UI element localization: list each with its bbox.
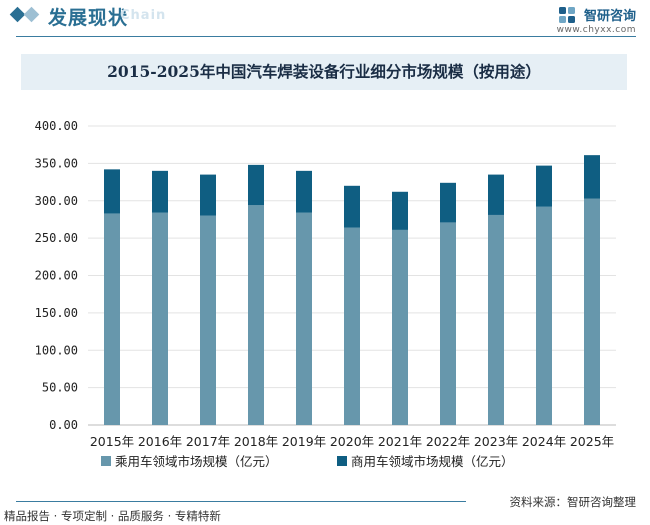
legend-swatch xyxy=(101,456,111,466)
bar-commercial xyxy=(104,169,120,214)
y-tick-label: 200.00 xyxy=(35,269,78,283)
bar-passenger xyxy=(440,222,456,425)
header-divider xyxy=(16,36,636,37)
section-title: 发展现状 xyxy=(48,7,129,29)
x-tick-label: 2023年 xyxy=(474,434,518,449)
bar-commercial xyxy=(440,182,456,223)
brand-logo-icon xyxy=(558,6,575,23)
x-tick-label: 2019年 xyxy=(282,434,326,449)
bar-passenger xyxy=(200,215,216,425)
bar-commercial xyxy=(248,164,264,206)
bar-passenger xyxy=(296,212,312,425)
x-tick-label: 2021年 xyxy=(378,434,422,449)
y-tick-label: 400.00 xyxy=(35,119,78,133)
bar-passenger xyxy=(152,212,168,425)
bar-commercial xyxy=(200,174,216,216)
bar-commercial xyxy=(392,191,408,230)
y-tick-label: 0.00 xyxy=(49,418,78,432)
source-note: 资料来源：智研咨询整理 xyxy=(509,495,637,509)
bar-commercial xyxy=(536,165,552,207)
bar-commercial xyxy=(584,155,600,199)
bar-passenger xyxy=(344,227,360,425)
x-tick-label: 2024年 xyxy=(522,434,566,449)
legend-label: 乘用车领域市场规模（亿元） xyxy=(115,454,278,469)
legend-label: 商用车领域市场规模（亿元） xyxy=(351,454,514,469)
y-tick-label: 50.00 xyxy=(42,381,78,395)
bar-passenger xyxy=(488,214,504,425)
title-band xyxy=(21,54,627,90)
brand: 智研咨询 www.chyxx.com xyxy=(557,4,636,35)
y-tick-label: 150.00 xyxy=(35,306,78,320)
x-tick-label: 2022年 xyxy=(426,434,470,449)
x-tick-label: 2018年 xyxy=(234,434,278,449)
header-watermark: Chain xyxy=(120,8,167,23)
bar-commercial xyxy=(152,170,168,213)
header-bar: 发展现状 Chain 智研咨询 www.chyxx.com xyxy=(0,0,650,36)
bar-passenger xyxy=(392,229,408,425)
bar-commercial xyxy=(488,174,504,215)
x-tick-label: 2020年 xyxy=(330,434,374,449)
x-tick-label: 2017年 xyxy=(186,434,230,449)
x-tick-label: 2025年 xyxy=(570,434,614,449)
footer-divider xyxy=(16,501,466,502)
x-tick-label: 2016年 xyxy=(138,434,182,449)
y-tick-label: 250.00 xyxy=(35,231,78,245)
legend-swatch xyxy=(337,456,347,466)
bar-passenger xyxy=(536,206,552,425)
y-tick-label: 300.00 xyxy=(35,194,78,208)
y-tick-label: 100.00 xyxy=(35,343,78,357)
brand-url[interactable]: www.chyxx.com xyxy=(556,25,636,35)
bar-passenger xyxy=(584,198,600,425)
bar-passenger xyxy=(104,213,120,425)
chart-title: 2015-2025年中国汽车焊装设备行业细分市场规模（按用途） xyxy=(107,62,541,81)
footer-tagline: 精品报告 · 专项定制 · 品质服务 · 专精特新 xyxy=(4,509,221,523)
x-tick-label: 2015年 xyxy=(90,434,134,449)
y-tick-label: 350.00 xyxy=(35,156,78,170)
bar-commercial xyxy=(296,170,312,213)
bar-commercial xyxy=(344,185,360,228)
bar-passenger xyxy=(248,205,264,425)
brand-name: 智研咨询 xyxy=(583,9,636,24)
